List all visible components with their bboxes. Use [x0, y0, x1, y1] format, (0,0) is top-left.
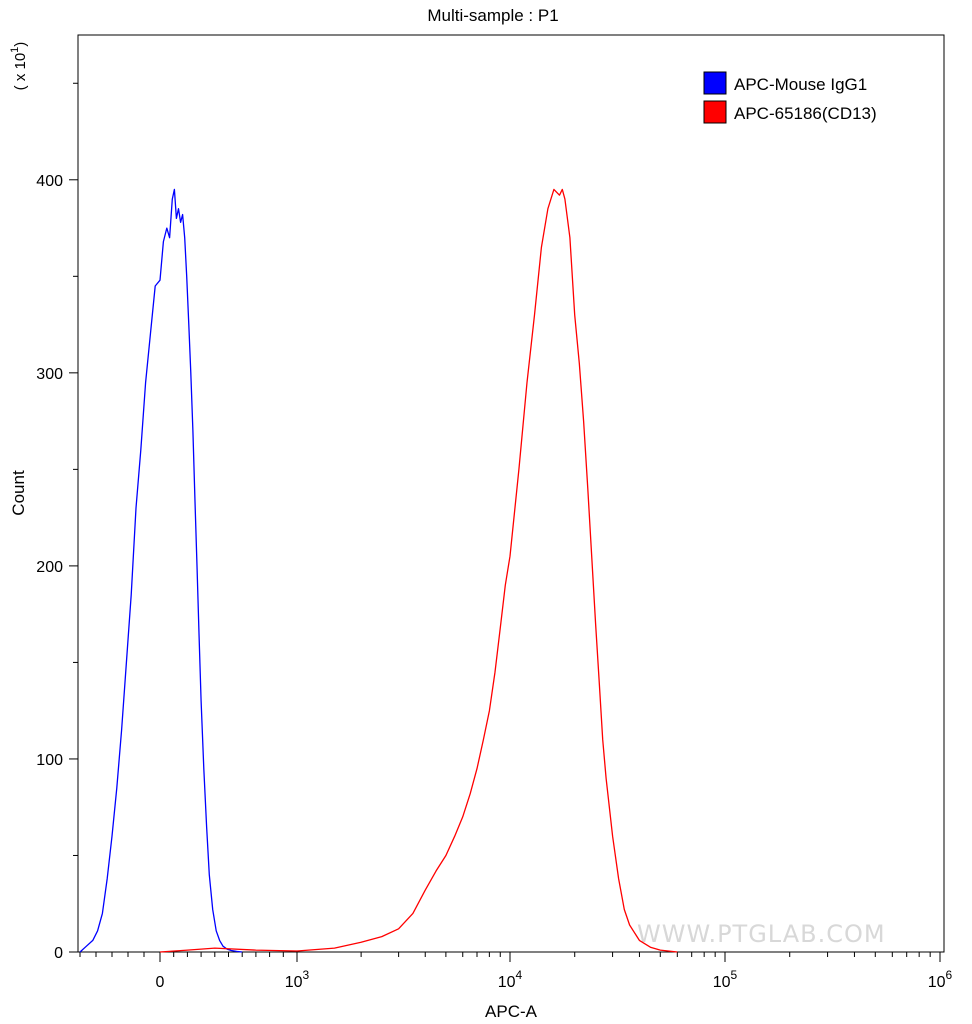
watermark: WWW.PTGLAB.COM	[637, 920, 886, 948]
x-axis: 0 103 104 105 106	[79, 952, 953, 991]
series-lines	[79, 188, 678, 953]
x-tick-label: 105	[713, 968, 738, 991]
legend-label: APC-65186(CD13)	[734, 104, 877, 123]
y-multiplier-label: ( x 101)	[9, 42, 29, 91]
series-line-2	[159, 188, 678, 953]
x-tick-label: 103	[285, 968, 310, 991]
x-axis-label: APC-A	[485, 1002, 538, 1021]
y-tick-label: 200	[36, 559, 63, 576]
y-tick-label: 400	[36, 173, 63, 190]
series-line-1	[79, 188, 243, 953]
y-tick-label: 100	[36, 752, 63, 769]
legend: APC-Mouse IgG1 APC-65186(CD13)	[703, 71, 877, 124]
plot-frame	[77, 34, 945, 953]
legend-swatch	[703, 71, 727, 95]
y-axis-label: Count	[9, 470, 28, 516]
x-tick-label: 0	[156, 974, 165, 991]
y-tick-label: 300	[36, 366, 63, 383]
x-tick-label: 104	[498, 968, 523, 991]
y-tick-label: 0	[54, 945, 63, 962]
chart-title: Multi-sample : P1	[427, 6, 558, 25]
legend-label: APC-Mouse IgG1	[734, 75, 867, 94]
legend-swatch	[703, 100, 727, 124]
y-axis: 0 100 200 300 400	[36, 82, 78, 962]
x-tick-label: 106	[928, 968, 953, 991]
